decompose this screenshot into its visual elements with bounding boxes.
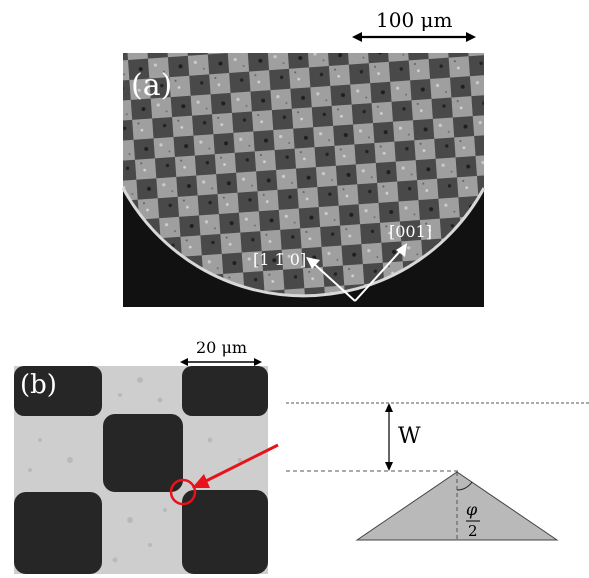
scale-bar-a bbox=[352, 32, 476, 42]
angle-numerator: φ bbox=[466, 500, 478, 519]
w-label: W bbox=[398, 424, 421, 449]
panel-b-label: (b) bbox=[20, 370, 57, 400]
dark-squares bbox=[14, 366, 268, 574]
scale-bar-b bbox=[180, 358, 262, 366]
geometry-diagram bbox=[192, 402, 589, 541]
w-dimension-arrow bbox=[385, 403, 393, 471]
direction-label-110: [1 1̄ 0] bbox=[253, 250, 307, 269]
panel-a-figure bbox=[121, 32, 486, 307]
sample-edge bbox=[121, 187, 486, 298]
angle-arc bbox=[456, 481, 473, 491]
scale-label-a: 100 μm bbox=[376, 8, 453, 32]
panel-a-label: (a) bbox=[131, 68, 173, 103]
pointer-arrow bbox=[192, 443, 279, 488]
light-square-texture bbox=[28, 377, 242, 563]
direction-label-001: [001] bbox=[389, 222, 433, 241]
triangle-profile bbox=[355, 471, 559, 541]
angle-denominator: 2 bbox=[468, 522, 478, 540]
direction-arrows bbox=[306, 243, 407, 302]
highlight-circle bbox=[169, 478, 197, 506]
scale-label-b: 20 μm bbox=[196, 338, 248, 357]
panel-b-figure bbox=[14, 358, 268, 574]
